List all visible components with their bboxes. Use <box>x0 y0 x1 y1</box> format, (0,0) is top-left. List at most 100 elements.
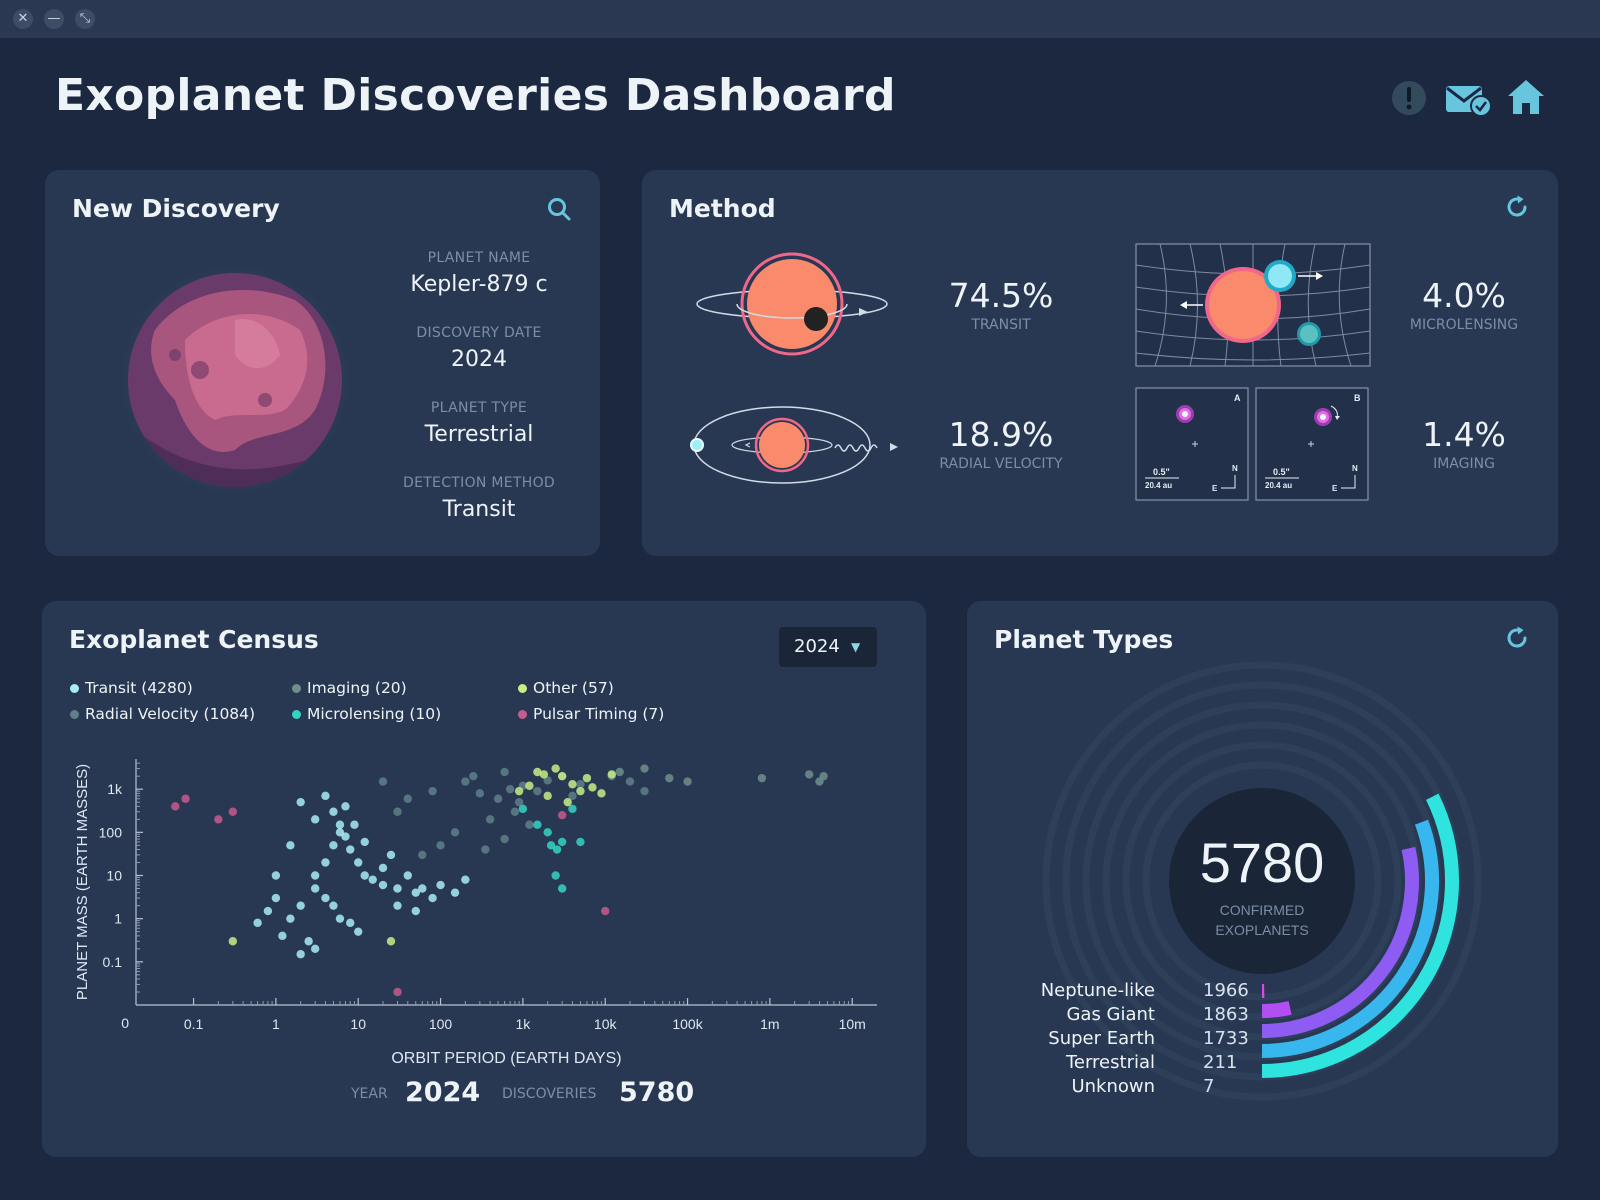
data-point-other <box>576 786 585 796</box>
detection-method-field: DETECTION METHOD Transit <box>389 475 569 522</box>
x-axis-label: ORBIT PERIOD (EARTH DAYS) <box>391 1050 621 1067</box>
data-point-radial-velocity <box>505 784 515 794</box>
data-point-transit <box>310 884 320 893</box>
chevron-down-icon: ▼ <box>851 640 861 654</box>
legend-dot-radial-velocity <box>70 709 79 719</box>
data-point-transit <box>296 950 305 959</box>
data-point-pulsar-timing <box>171 802 180 811</box>
planet-type-value-super-earth: 1733 <box>1203 1028 1249 1049</box>
method-panel: Method 74.5% TRANSIT 18.9% RADIAL VELOCI… <box>642 170 1558 556</box>
planet-name-field: PLANET NAME Kepler-879 c <box>389 250 569 297</box>
planet-type-name-neptune-like: Neptune-like <box>1040 980 1155 1001</box>
data-point-radial-velocity <box>500 767 509 777</box>
new-discovery-panel: New Discovery PLANET NAME Kepler-879 c <box>45 170 600 556</box>
data-point-pulsar-timing <box>601 906 610 916</box>
transit-pct: 74.5% <box>948 276 1054 315</box>
ring-arc-terrestrial <box>1261 1001 1292 1018</box>
method-title: Method <box>669 194 776 223</box>
data-point-transit <box>436 880 445 890</box>
imaging-panel-a-north: N <box>1232 464 1238 473</box>
x-tick-label: 10 <box>350 1016 366 1032</box>
data-point-transit <box>310 871 320 880</box>
planet-type-value: Terrestrial <box>424 422 534 447</box>
x-tick-label: 0.1 <box>184 1016 204 1032</box>
imaging-panel-b-letter: B <box>1354 393 1361 403</box>
data-point-transit <box>271 871 281 880</box>
home-icon[interactable] <box>1506 78 1546 116</box>
window-close-button[interactable]: ✕ <box>13 9 33 29</box>
mail-check-icon[interactable] <box>1445 82 1493 118</box>
data-point-pulsar-timing <box>557 810 567 820</box>
detection-method-value: Transit <box>442 497 516 522</box>
summary-discoveries-value: 5780 <box>619 1077 695 1108</box>
data-point-imaging <box>683 777 692 786</box>
legend-dot-transit <box>70 683 79 693</box>
legend-item-imaging: Imaging (20) <box>292 679 407 697</box>
planet-types-title: Planet Types <box>994 625 1174 654</box>
year-select-value: 2024 <box>794 636 840 657</box>
window-maximize-button[interactable]: ⤡ <box>75 9 95 29</box>
legend-dot-microlensing <box>292 709 301 719</box>
data-point-radial-velocity <box>450 828 460 837</box>
data-point-radial-velocity <box>469 771 478 781</box>
data-point-microlensing <box>551 871 560 880</box>
microlensing-illustration <box>1135 243 1371 367</box>
data-point-radial-velocity <box>481 845 490 854</box>
x-tick-label: 10m <box>839 1016 866 1032</box>
data-point-microlensing <box>557 837 567 847</box>
data-point-transit <box>321 858 330 867</box>
data-point-transit <box>346 845 355 854</box>
radial-velocity-pct: 18.9% <box>948 415 1054 454</box>
data-point-transit <box>378 880 388 890</box>
data-point-transit <box>450 888 460 897</box>
data-point-other <box>525 781 534 790</box>
data-point-pulsar-timing <box>181 794 190 803</box>
data-point-pulsar-timing <box>228 807 238 816</box>
data-point-transit <box>335 820 345 829</box>
year-select[interactable]: 2024 ▼ <box>779 627 877 667</box>
data-point-transit <box>329 807 338 816</box>
data-point-transit <box>296 797 305 807</box>
imaging-panel-a-scale-arcsec: 0.5" <box>1153 467 1170 477</box>
legend-label-radial-velocity: Radial Velocity (1084) <box>85 705 256 723</box>
data-point-pulsar-timing <box>393 987 402 997</box>
data-point-other <box>533 767 542 777</box>
data-point-transit <box>253 918 262 928</box>
data-point-transit <box>286 914 295 923</box>
data-point-transit <box>428 893 437 903</box>
discovery-date-value: 2024 <box>451 347 507 372</box>
data-point-transit <box>354 858 363 867</box>
data-point-pulsar-timing <box>214 815 223 824</box>
data-point-other <box>568 780 577 789</box>
imaging-panel-b-north: N <box>1352 464 1358 473</box>
data-point-transit <box>411 888 420 897</box>
alert-icon[interactable] <box>1391 80 1427 116</box>
transit-stat: 74.5% TRANSIT <box>921 276 1081 333</box>
legend-label-transit: Transit (4280) <box>85 679 193 697</box>
data-point-other <box>551 764 560 773</box>
data-point-microlensing <box>518 804 528 814</box>
y-tick-label: 0.1 <box>103 954 123 970</box>
planet-type-name-gas-giant: Gas Giant <box>1066 1004 1155 1025</box>
summary-discoveries-label: DISCOVERIES <box>502 1086 597 1102</box>
data-point-imaging <box>804 770 814 779</box>
refresh-icon[interactable] <box>1504 625 1530 651</box>
legend-item-microlensing: Microlensing (10) <box>292 705 441 723</box>
data-point-imaging <box>615 767 624 777</box>
refresh-icon[interactable] <box>1504 194 1530 220</box>
page-title: Exoplanet Discoveries Dashboard <box>55 70 896 121</box>
y-axis-label: PLANET MASS (EARTH MASSES) <box>74 764 91 1000</box>
window-minimize-button[interactable]: — <box>44 9 64 29</box>
ring-arc-gas-giant <box>1261 819 1439 1058</box>
legend-item-transit: Transit (4280) <box>70 679 193 697</box>
data-point-radial-velocity <box>640 786 649 796</box>
data-point-radial-velocity <box>514 797 524 807</box>
radial-velocity-stat: 18.9% RADIAL VELOCITY <box>921 415 1081 472</box>
data-point-radial-velocity <box>510 807 520 816</box>
data-point-transit <box>263 906 273 916</box>
search-icon[interactable] <box>546 196 572 222</box>
planet-type-value-neptune-like: 1966 <box>1203 980 1249 1001</box>
data-point-microlensing <box>546 841 556 850</box>
planet-type-value-terrestrial: 211 <box>1203 1052 1238 1073</box>
legend-label-microlensing: Microlensing (10) <box>307 705 442 723</box>
